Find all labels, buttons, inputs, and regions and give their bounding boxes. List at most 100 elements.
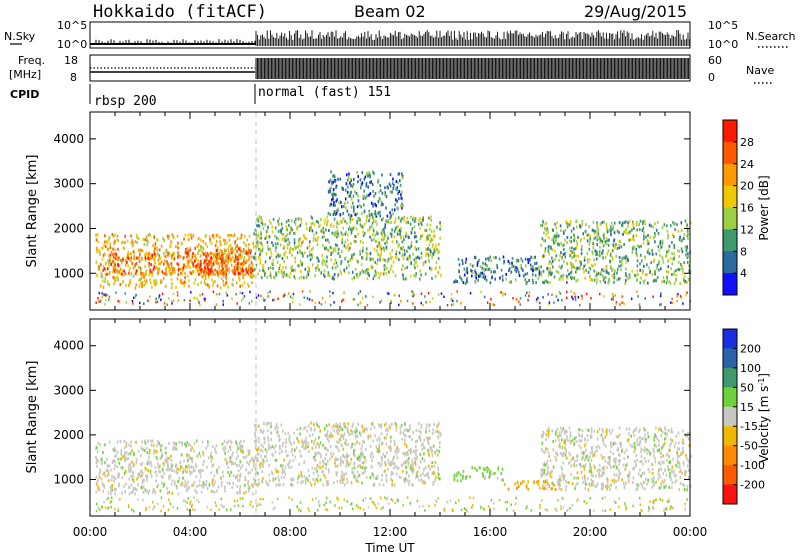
power-scatter-cell xyxy=(259,236,261,240)
power-scatter-cell xyxy=(221,276,223,280)
velocity-scatter-cell xyxy=(301,475,303,479)
velocity-scatter-cell xyxy=(438,449,441,453)
power-scatter-cell xyxy=(377,178,379,182)
velocity-scatter-cell xyxy=(243,491,245,495)
power-scatter-cell xyxy=(375,273,377,277)
power-ground-scatter xyxy=(173,299,175,302)
power-scatter-cell xyxy=(535,261,538,265)
power-scatter-cell xyxy=(396,199,398,203)
power-scatter-cell xyxy=(416,264,419,268)
power-scatter-cell xyxy=(317,257,319,261)
power-scatter-cell xyxy=(477,275,480,278)
power-scatter-cell xyxy=(343,204,345,208)
velocity-scatter-cell xyxy=(229,459,232,463)
power-scatter-cell xyxy=(129,267,131,271)
power-scatter-cell xyxy=(461,259,464,263)
power-scatter-cell xyxy=(561,244,564,248)
power-scatter-cell xyxy=(144,238,146,242)
velocity-scatter-cell xyxy=(393,440,396,444)
velocity-scatter-cell xyxy=(111,488,114,492)
power-scatter-cell xyxy=(307,266,310,270)
velocity-scatter-cell xyxy=(306,476,308,480)
power-scatter-cell xyxy=(180,278,182,282)
power-scatter-cell xyxy=(249,275,252,279)
power-scatter-cell xyxy=(383,247,386,251)
power-scatter-cell xyxy=(409,246,411,250)
power-scatter-cell xyxy=(534,273,537,277)
power-scatter-cell xyxy=(253,268,256,272)
power-scatter-cell xyxy=(466,277,468,281)
power-scatter-cell xyxy=(332,250,334,254)
power-scatter-cell xyxy=(202,246,204,250)
velocity-scatter-cell xyxy=(335,423,338,427)
power-scatter-cell xyxy=(186,274,189,278)
power-scatter-cell xyxy=(654,272,656,276)
power-scatter-cell xyxy=(205,258,208,261)
power-scatter-cell xyxy=(592,264,594,268)
velocity-scatter-cell xyxy=(142,485,144,489)
velocity-scatter-cell xyxy=(254,434,257,438)
power-scatter-cell xyxy=(407,245,410,249)
power-scatter-cell xyxy=(282,270,284,274)
power-scatter-cell xyxy=(608,271,610,275)
power-scatter-cell xyxy=(520,263,522,267)
velocity-scatter-cell xyxy=(170,458,173,462)
velocity-scatter-cell xyxy=(107,464,109,468)
power-scatter-cell xyxy=(275,246,277,249)
power-scatter-cell xyxy=(259,241,261,245)
velocity-scatter-cell xyxy=(330,433,333,437)
power-ground-scatter xyxy=(199,294,201,297)
power-scatter-cell xyxy=(591,228,594,232)
velocity-scatter-cell xyxy=(273,446,276,450)
power-scatter-cell xyxy=(272,258,275,262)
power-scatter-cell xyxy=(114,280,116,284)
velocity-scatter-cell xyxy=(435,475,437,479)
power-scatter-cell xyxy=(380,247,383,251)
velocity-scatter-cell xyxy=(356,434,359,438)
power-scatter-cell xyxy=(136,235,138,239)
power-scatter-cell xyxy=(547,247,550,251)
power-scatter-cell xyxy=(320,271,323,275)
power-scatter-cell xyxy=(114,276,117,280)
power-ground-scatter xyxy=(161,292,164,296)
velocity-scatter-cell xyxy=(224,489,226,493)
velocity-scatter-cell xyxy=(152,488,155,492)
power-scatter-cell xyxy=(308,266,311,270)
power-scatter-cell xyxy=(114,269,116,273)
power-scatter-cell xyxy=(365,251,368,255)
velocity-scatter-cell xyxy=(200,490,203,494)
velocity-scatter-cell xyxy=(358,455,361,459)
power-scatter-cell xyxy=(388,220,390,224)
velocity-scatter-cell xyxy=(171,468,173,472)
power-scatter-cell xyxy=(282,233,285,236)
power-ground-scatter xyxy=(638,303,641,306)
power-scatter-cell xyxy=(116,275,118,279)
power-scatter-cell xyxy=(219,261,221,265)
power-colorbar-tick-label: 8 xyxy=(740,245,747,258)
power-ground-scatter xyxy=(272,298,274,302)
power-scatter-cell xyxy=(334,258,337,262)
power-scatter-cell xyxy=(464,260,467,264)
velocity-scatter-cell xyxy=(138,472,141,476)
power-scatter-cell xyxy=(158,248,161,252)
power-scatter-cell xyxy=(656,264,659,267)
power-scatter-cell xyxy=(483,267,486,271)
power-ground-scatter xyxy=(264,299,266,302)
power-scatter-cell xyxy=(597,228,599,231)
power-scatter-cell xyxy=(595,270,598,274)
power-scatter-cell xyxy=(543,281,546,285)
power-ground-scatter xyxy=(98,300,100,303)
velocity-scatter-cell xyxy=(192,465,195,469)
velocity-scatter-cell xyxy=(371,451,373,455)
power-scatter-cell xyxy=(112,275,115,279)
power-scatter-cell xyxy=(182,266,185,270)
power-scatter-cell xyxy=(123,247,125,251)
power-scatter-cell xyxy=(229,243,232,247)
power-scatter-cell xyxy=(525,264,527,268)
power-scatter-cell xyxy=(375,214,378,218)
power-scatter-cell xyxy=(117,271,119,275)
power-scatter-cell xyxy=(619,259,621,263)
velocity-scatter-cell xyxy=(120,453,123,456)
power-scatter-cell xyxy=(130,241,133,245)
power-scatter-cell xyxy=(402,257,405,261)
